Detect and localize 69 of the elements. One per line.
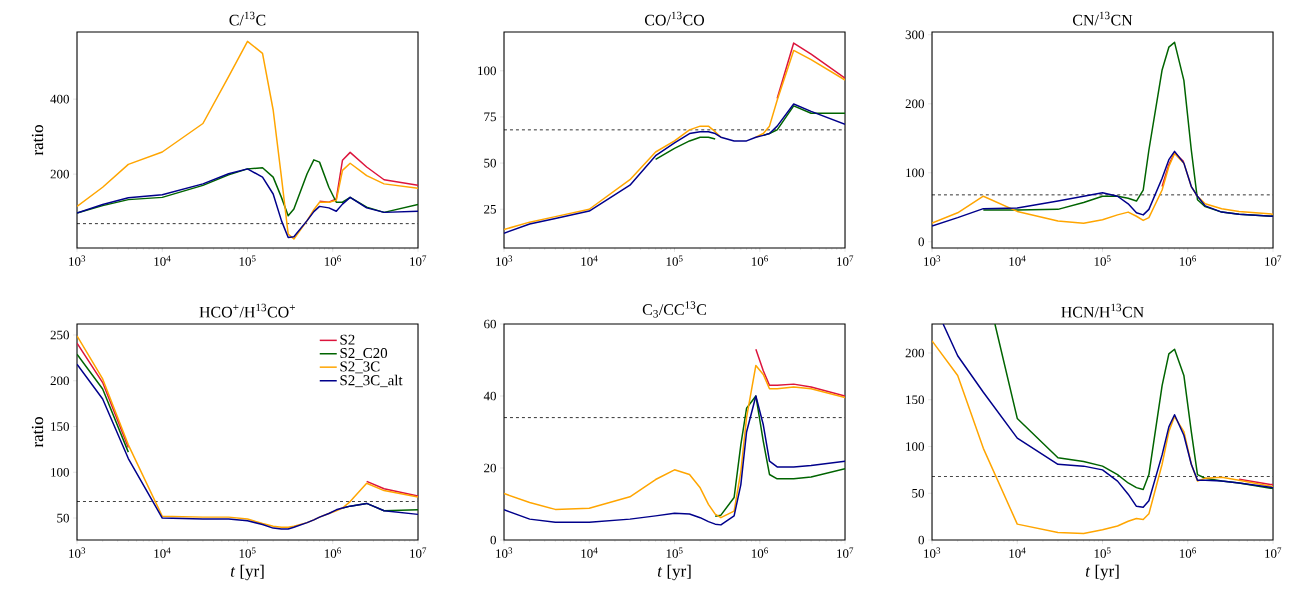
- x-tick-label: 10$^{3}$: [496, 547, 513, 558]
- x-tick-label: 10$^{4}$: [581, 255, 598, 266]
- y-tick-label: 50: [912, 488, 925, 498]
- y-tick-label: 100: [906, 442, 924, 451]
- x-tick-label: 10$^{3}$: [924, 255, 941, 266]
- x-tick-label: 10$^{6}$: [1179, 547, 1196, 558]
- chart-title: HCO$^{+}$/H$^{13}$CO$^{+}$: [199, 303, 295, 318]
- y-tick-label: 200: [50, 169, 69, 179]
- legend-label: S2_3C_alt: [340, 374, 403, 388]
- y-tick-label: 100: [906, 168, 924, 178]
- y-tick-label: 0: [490, 535, 496, 545]
- legend-label: S2_3C: [340, 361, 380, 374]
- x-tick-label: 10$^{5}$: [666, 255, 683, 266]
- legend-label: S2: [340, 334, 355, 345]
- x-tick-label: 10$^{3}$: [924, 547, 941, 558]
- y-tick-label: 150: [906, 395, 924, 405]
- y-tick-label: 40: [483, 391, 496, 401]
- x-tick-label: 10$^{6}$: [324, 547, 341, 558]
- y-tick-label: 300: [905, 30, 924, 40]
- y-axis-title: ratio: [31, 417, 44, 448]
- x-tick-label: 10$^{7}$: [837, 547, 854, 558]
- x-tick-label: 10$^{4}$: [154, 547, 171, 558]
- y-axis-title: ratio: [31, 125, 44, 156]
- x-tick-label: 10$^{5}$: [1094, 255, 1111, 266]
- y-tick-label: 100: [478, 66, 496, 76]
- x-tick-label: 10$^{7}$: [1265, 255, 1282, 266]
- x-tick-label: 10$^{5}$: [666, 547, 683, 558]
- x-axis-title: t [yr]: [657, 564, 691, 581]
- chart-title: CN/$^{13}$CN: [1072, 11, 1133, 26]
- y-tick-label: 0: [918, 535, 924, 545]
- y-tick-label: 100: [51, 467, 69, 477]
- x-tick-label: 10$^{7}$: [1265, 547, 1282, 558]
- chart-title: HCN/H$^{13}$CN: [1061, 303, 1144, 318]
- x-tick-label: 10$^{3}$: [496, 255, 513, 266]
- y-tick-label: 0: [918, 237, 924, 247]
- x-tick-label: 10$^{7}$: [837, 255, 854, 266]
- x-tick-label: 10$^{6}$: [1179, 255, 1196, 266]
- legend-label: S2_C20: [340, 348, 388, 360]
- x-tick-label: 10$^{6}$: [324, 255, 341, 266]
- x-tick-label: 10$^{6}$: [751, 547, 768, 558]
- y-tick-label: 50: [57, 513, 69, 523]
- y-tick-label: 20: [484, 463, 496, 473]
- chart-title: C/$^{13}$C: [229, 11, 266, 26]
- x-tick-label: 10$^{5}$: [1094, 547, 1111, 558]
- x-tick-label: 10$^{5}$: [239, 547, 256, 558]
- y-tick-label: 250: [50, 330, 69, 340]
- y-tick-label: 200: [905, 99, 924, 109]
- x-tick-label: 10$^{4}$: [1009, 255, 1026, 266]
- y-tick-label: 150: [51, 422, 69, 431]
- chart-title: CO/$^{13}$CO: [644, 11, 705, 26]
- x-tick-label: 10$^{7}$: [410, 255, 427, 266]
- x-axis-title: t [yr]: [1085, 564, 1119, 581]
- x-tick-label: 10$^{5}$: [239, 255, 256, 266]
- x-axis-title: t [yr]: [230, 564, 264, 581]
- x-tick-label: 10$^{3}$: [69, 255, 86, 266]
- chart-title: C$_{3}$/CC$^{13}$C: [642, 301, 706, 318]
- y-tick-label: 75: [484, 112, 496, 122]
- y-tick-label: 50: [484, 158, 496, 168]
- x-tick-label: 10$^{4}$: [1009, 547, 1026, 558]
- y-tick-label: 400: [50, 94, 69, 104]
- y-tick-label: 25: [484, 204, 496, 214]
- x-tick-label: 10$^{4}$: [581, 547, 598, 558]
- y-tick-label: 60: [484, 319, 496, 329]
- x-tick-label: 10$^{3}$: [69, 547, 86, 558]
- x-tick-label: 10$^{6}$: [751, 255, 768, 266]
- y-tick-label: 200: [905, 348, 924, 358]
- x-tick-label: 10$^{7}$: [410, 547, 427, 558]
- x-tick-label: 10$^{4}$: [154, 255, 171, 266]
- y-tick-label: 200: [50, 376, 69, 386]
